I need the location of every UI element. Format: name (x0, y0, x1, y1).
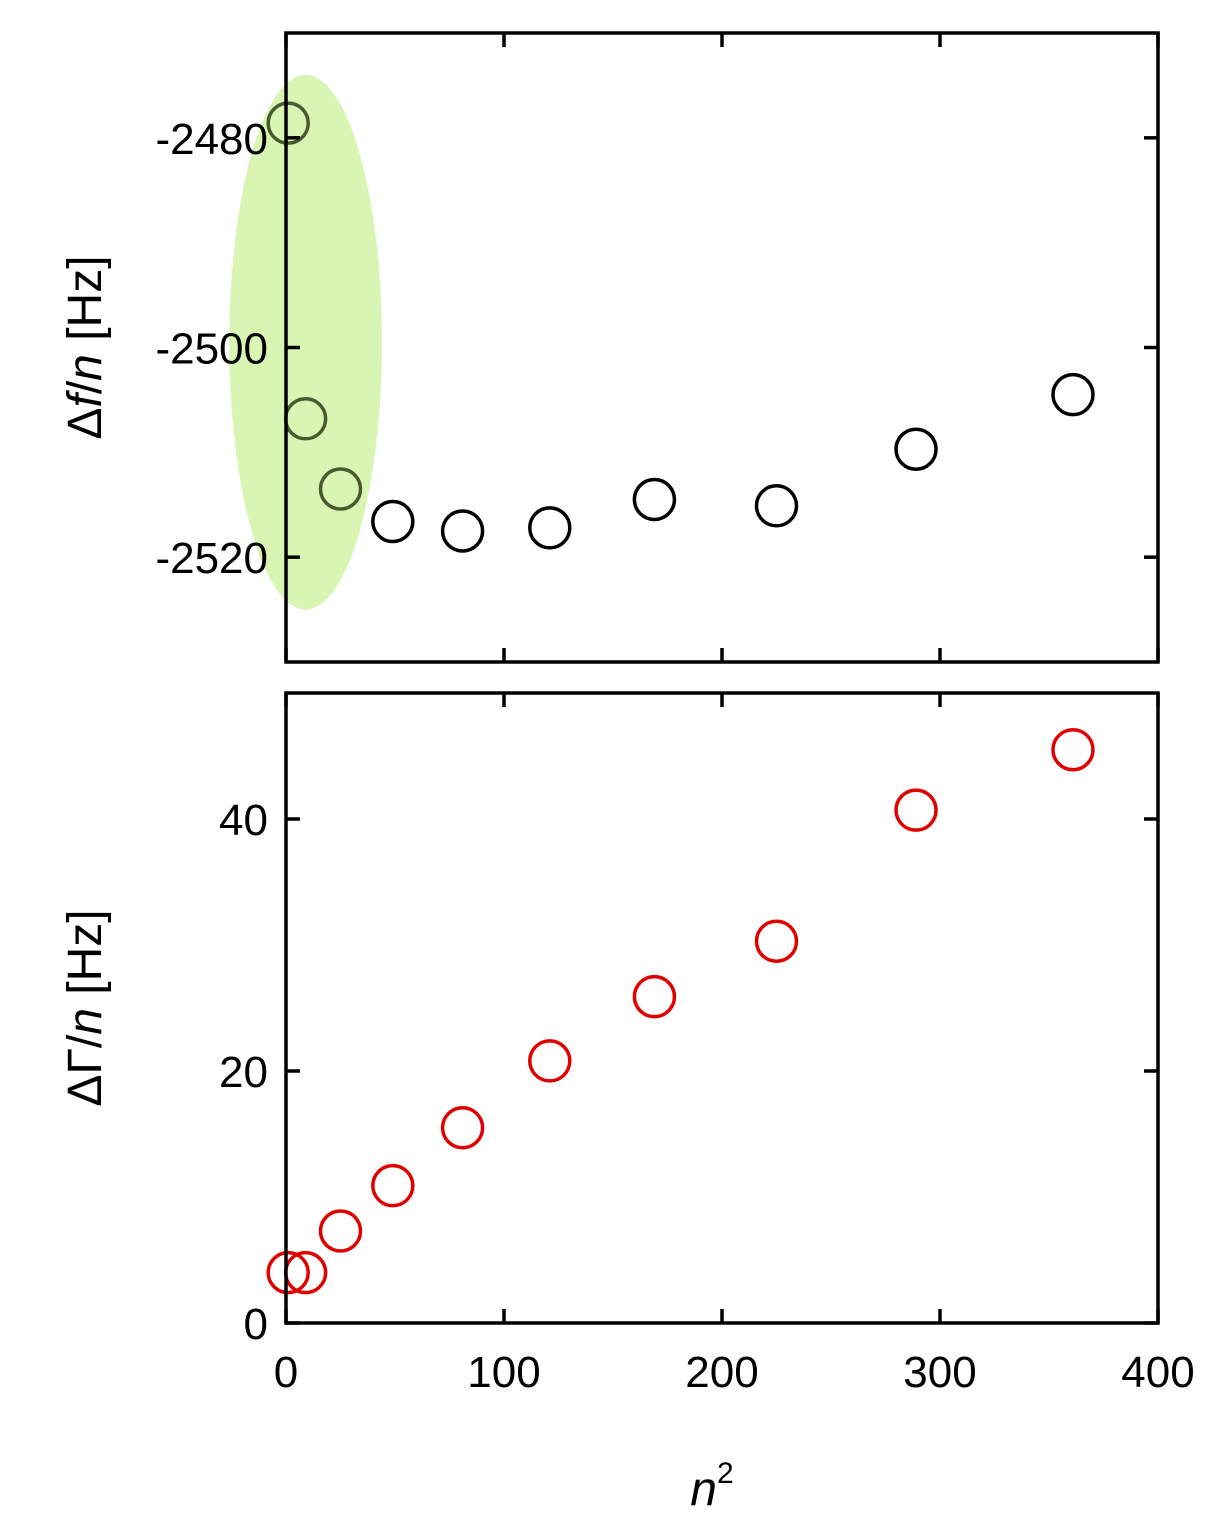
top-tick-labels: -2480 -2500 -2520 (155, 115, 268, 583)
bottom-ticks (284, 693, 1160, 1325)
data-point (371, 499, 415, 544)
x-tick-label: 0 (274, 1348, 298, 1397)
bottom-ylabel-gamma: ΔΓ (59, 1048, 112, 1107)
bottom-plot-frame (284, 691, 1160, 1325)
data-point (266, 1250, 310, 1295)
data-point (632, 477, 677, 522)
data-point (318, 467, 363, 511)
data-point (1051, 727, 1095, 772)
bottom-ylabel-slash: / (59, 1034, 112, 1048)
bottom-ylabel-n: n (59, 1008, 112, 1035)
data-point (754, 484, 799, 528)
top-plot-frame (284, 31, 1160, 664)
data-point (528, 506, 572, 550)
top-ylabel-unit: [Hz] (59, 255, 112, 354)
x-axis-label: n2 (690, 1457, 733, 1516)
y-tick-label: -2520 (155, 534, 268, 583)
top-ticks (284, 33, 1160, 662)
data-point (894, 427, 938, 471)
data-point (632, 974, 677, 1019)
top-panel: -2480 -2500 -2520 Δf/n [Hz] (59, 31, 1160, 664)
data-point (528, 1039, 572, 1083)
xlabel-exponent: 2 (717, 1457, 734, 1490)
top-y-axis-label: Δf/n [Hz] (59, 255, 112, 439)
xlabel-n: n (690, 1463, 717, 1516)
x-tick-label: 200 (685, 1348, 758, 1397)
data-point (371, 1163, 415, 1208)
y-tick-label: -2500 (155, 325, 268, 374)
top-ylabel-delta: Δ (59, 408, 112, 440)
data-point (894, 788, 938, 832)
x-tick-label: 300 (903, 1348, 976, 1397)
y-tick-label: 40 (219, 796, 268, 845)
y-tick-label: -2480 (155, 115, 268, 164)
data-point (1051, 372, 1095, 417)
bottom-y-axis-label: ΔΓ/n [Hz] (59, 909, 112, 1106)
top-markers (266, 101, 1095, 553)
x-tick-label: 400 (1121, 1348, 1194, 1397)
y-tick-label: 0 (244, 1300, 268, 1349)
data-point (440, 509, 485, 553)
x-tick-label: 100 (467, 1348, 540, 1397)
data-point (754, 919, 799, 963)
data-point (318, 1209, 363, 1253)
top-ylabel-slash: / (59, 380, 112, 394)
top-ylabel-n: n (59, 354, 112, 381)
y-tick-label: 20 (219, 1048, 268, 1097)
highlight-ellipse (229, 74, 382, 610)
data-point (440, 1105, 485, 1150)
bottom-markers (266, 727, 1095, 1295)
data-point (266, 101, 310, 145)
data-point (283, 1250, 328, 1295)
bottom-ylabel-unit: [Hz] (59, 909, 112, 1008)
